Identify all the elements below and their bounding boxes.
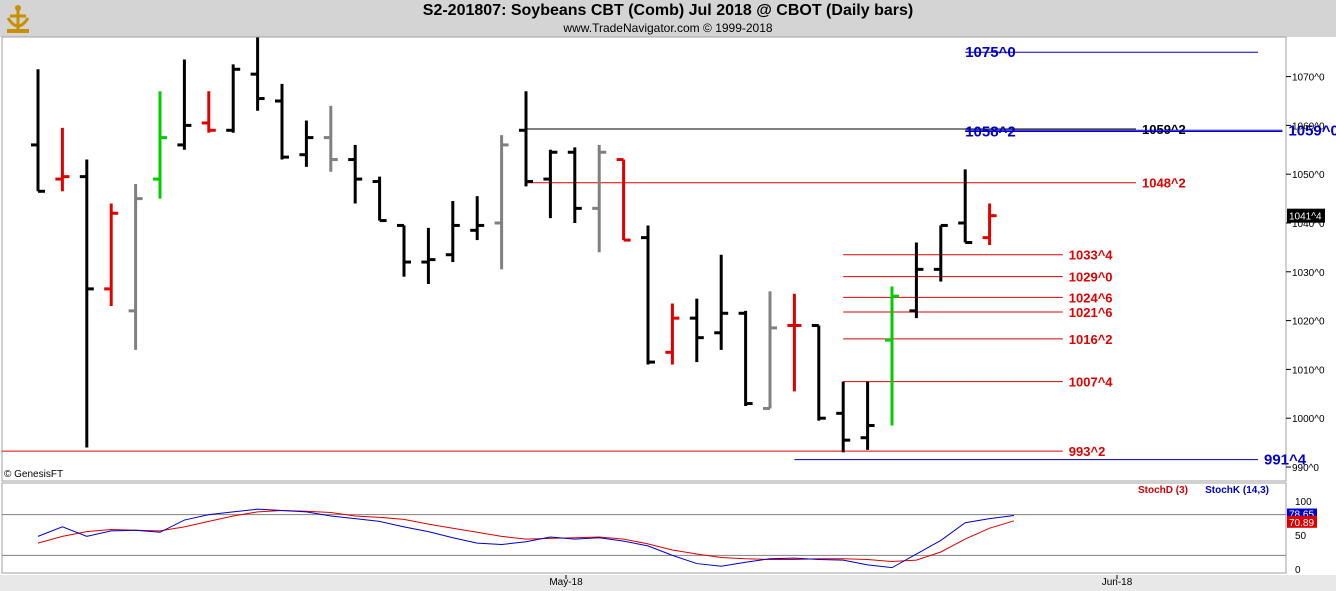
last-price-label: 1041^4 xyxy=(1289,212,1322,223)
level-label: 1059^2 xyxy=(1142,122,1186,137)
last-price-box xyxy=(1287,208,1325,223)
stoch-series-line xyxy=(37,508,1015,569)
level-label: 1058^2 xyxy=(965,124,1015,141)
level-label: 1007^4 xyxy=(1069,375,1114,390)
price-axis-label: 1010^0 xyxy=(1292,365,1325,376)
price-axis-label: 1030^0 xyxy=(1292,268,1325,279)
stoch-axis-label: 0 xyxy=(1295,565,1301,576)
price-axis-label: 1020^0 xyxy=(1292,317,1325,328)
level-label: 1029^0 xyxy=(1069,270,1113,285)
stochk-legend: StochK (14,3) xyxy=(1205,485,1269,496)
price-axis-label: 1060^0 xyxy=(1292,121,1325,132)
level-label: 1024^6 xyxy=(1069,290,1113,305)
level-label: 1059^0 xyxy=(1288,122,1336,139)
price-axis-label: 990^0 xyxy=(1292,463,1319,474)
stoch-plot-area xyxy=(1,482,1287,574)
copyright-label: © GenesisFT xyxy=(4,469,63,480)
level-label: 1048^2 xyxy=(1142,176,1186,191)
level-label: 1021^6 xyxy=(1069,305,1113,320)
stochd-value-box xyxy=(1287,515,1317,528)
stoch-axis-label: 50 xyxy=(1295,531,1307,542)
chart-subtitle: www.TradeNavigator.com © 1999-2018 xyxy=(563,21,773,35)
level-label: 1033^4 xyxy=(1069,248,1114,263)
xaxis-label: Jun-18 xyxy=(1102,577,1133,588)
level-label: 993^2 xyxy=(1069,444,1106,459)
price-axis-label: 1000^0 xyxy=(1292,414,1325,425)
stochd-value-label: 70.89 xyxy=(1289,518,1314,529)
genesis-logo-icon xyxy=(6,5,30,33)
stochk-value-box xyxy=(1287,508,1317,520)
level-label: 991^4 xyxy=(1264,452,1307,469)
stoch-axis-label: 100 xyxy=(1295,497,1312,508)
price-axis-label: 1040^0 xyxy=(1292,219,1325,230)
chart-title: S2-201807: Soybeans CBT (Comb) Jul 2018 … xyxy=(422,2,914,19)
xaxis-strip xyxy=(0,575,1336,591)
price-plot-area xyxy=(1,36,1287,482)
xaxis-label: May-18 xyxy=(549,577,583,588)
stoch-series-line xyxy=(37,510,1015,563)
stochd-legend: StochD (3) xyxy=(1138,485,1188,496)
chart-header xyxy=(0,0,1336,37)
level-label: 1016^2 xyxy=(1069,332,1113,347)
stochk-value-label: 78.65 xyxy=(1289,510,1314,521)
price-axis-label: 1050^0 xyxy=(1292,170,1325,181)
price-axis-label: 1070^0 xyxy=(1292,73,1325,84)
level-label: 1075^0 xyxy=(965,44,1015,61)
